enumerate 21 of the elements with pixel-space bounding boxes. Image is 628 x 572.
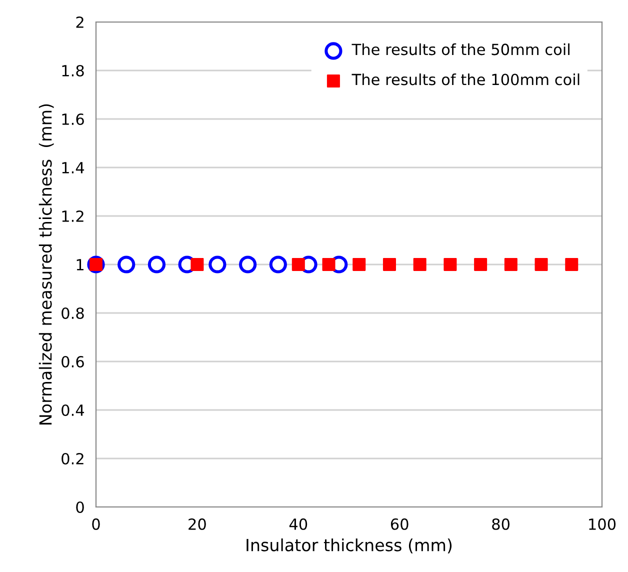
x-tick-label: 0: [92, 518, 100, 530]
legend-label: The results of the 50mm coil: [352, 43, 570, 56]
x-tick-label: 100: [589, 518, 616, 530]
y-tick-label: 0.4: [62, 404, 84, 416]
y-tick-label: 1.4: [62, 162, 84, 174]
x-tick-label: 20: [188, 518, 206, 530]
y-tick-label: 2: [76, 16, 84, 28]
y-axis-title: Normalized measured thickness (mm): [38, 104, 54, 424]
y-tick-label: 1.8: [62, 64, 84, 77]
x-tick-label: 60: [390, 518, 408, 530]
x-axis-title: Insulator thickness (mm): [246, 538, 452, 554]
y-tick-label: 1.2: [62, 210, 84, 222]
y-tick-label: 0.8: [62, 307, 84, 320]
x-tick-label: 40: [289, 518, 308, 530]
y-tick-label: 1: [76, 259, 84, 270]
y-tick-label: 0: [76, 501, 84, 514]
legend-label: The results of the 100mm coil: [352, 73, 580, 86]
y-tick-label: 0.2: [62, 452, 84, 465]
y-tick-label: 1.6: [62, 113, 84, 126]
y-tick-label: 0.6: [62, 356, 84, 368]
x-tick-label: 80: [492, 518, 510, 530]
